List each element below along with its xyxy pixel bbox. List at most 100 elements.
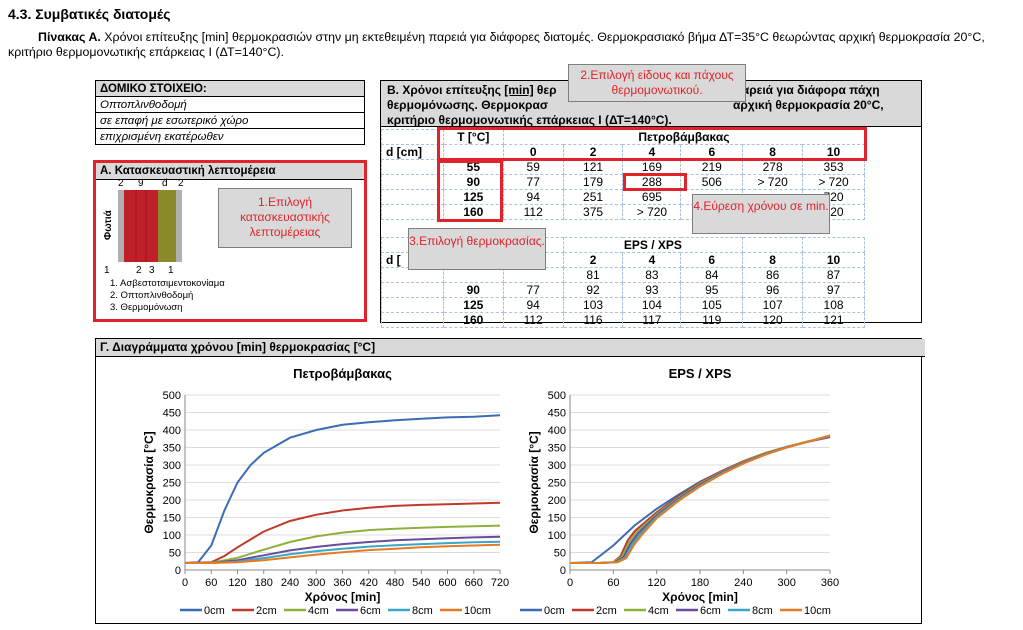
eps-time-cell: 105 — [680, 297, 744, 313]
series-line-2cm — [184, 501, 501, 564]
eps-time-cell: 77 — [502, 282, 564, 298]
eps-time-cell: 121 — [802, 312, 865, 328]
eps-row: 160 112 116 117 119 120 121 — [381, 312, 865, 328]
eps-time-cell: 95 — [680, 282, 744, 298]
y-tick-label: 150 — [548, 513, 566, 525]
x-tick-label: 180 — [255, 577, 273, 589]
x-axis-label: Χρόνος [min] — [662, 590, 738, 604]
eps-time-cell: 87 — [802, 267, 865, 283]
eps-time-cell: 107 — [742, 297, 804, 313]
x-tick-label: 360 — [333, 577, 351, 589]
y-tick-label: 150 — [163, 513, 181, 525]
y-tick-label: 400 — [548, 425, 566, 437]
y-tick-label: 350 — [548, 443, 566, 455]
mineral-time-cell: 506 — [680, 174, 744, 190]
y-tick-label: 200 — [548, 495, 566, 507]
callout-step-4: 4.Εύρεση χρόνου σε min. — [692, 194, 830, 234]
series-line-8cm — [570, 434, 831, 564]
eps-time-cell: 103 — [562, 297, 624, 313]
x-tick-label: 120 — [647, 577, 665, 589]
eps-time-cell: 108 — [802, 297, 865, 313]
mineral-wool-table: T [°C] Πετροβάμβακας d [cm] 0 2 4 6 8 10 … — [381, 129, 866, 220]
eps-row: 125 94 103 104 105 107 108 — [381, 297, 865, 313]
series-line-6cm — [185, 535, 501, 564]
y-axis-label: Θερμοκρασία [°C] — [142, 431, 156, 533]
x-tick-label: 300 — [307, 577, 325, 589]
mineral-time-cell: 219 — [680, 159, 744, 175]
highlight-detail — [93, 160, 367, 322]
series-line-4cm — [184, 524, 501, 564]
highlight-insulation — [437, 127, 867, 161]
layer-number-2: 2 — [136, 265, 142, 276]
diagrams-panel: Γ. Διαγράμματα χρόνου [min] θερμοκρασίας… — [95, 338, 925, 624]
legend-label: 0cm — [204, 605, 225, 617]
x-tick-label: 240 — [281, 577, 299, 589]
y-tick-label: 300 — [548, 460, 566, 472]
eps-xps-chart: EPS / XPS 0 50 100 150 200 250 300 350 400 450 500 0… — [520, 366, 839, 617]
legend-item-1: 1. Ασβεστοτσιμεντοκονίαμα — [110, 278, 225, 289]
dim-label-4: 2 — [178, 178, 184, 189]
y-tick-label: 50 — [169, 548, 181, 560]
x-tick-label: 0 — [182, 577, 188, 589]
x-tick-label: 300 — [777, 577, 795, 589]
table-description: Πίνακας Α. Χρόνοι επίτευξης [min] θερμοκ… — [8, 30, 1018, 60]
mineral-wool-chart: Πετροβάμβακας 0 50 100 150 200 250 300 350 400 450… — [142, 366, 509, 617]
highlight-temperature — [437, 160, 503, 222]
y-tick-label: 450 — [163, 408, 181, 420]
eps-time-cell: 117 — [622, 312, 682, 328]
y-tick-label: 400 — [163, 425, 181, 437]
mineral-time-cell: 695 — [622, 189, 682, 205]
callout-step-1: 1.Επιλογή κατασκευαστικής λεπτομέρειας — [218, 188, 352, 248]
x-tick-label: 600 — [438, 577, 456, 589]
eps-time-cell: 119 — [680, 312, 744, 328]
layer-number-3: 3 — [149, 265, 155, 276]
dim-label-2: 9 — [138, 178, 144, 189]
mineral-time-cell: 112 — [502, 204, 564, 220]
dim-label-1: 2 — [118, 178, 124, 189]
eps-thickness-4: 4 — [622, 252, 682, 268]
eps-time-cell: 81 — [562, 267, 624, 283]
eps-time-cell: 93 — [622, 282, 682, 298]
legend-item-2: 2. Οπτοπλινθοδομή — [110, 290, 193, 301]
eps-time-cell: 86 — [742, 267, 804, 283]
legend-label: 8cm — [752, 605, 773, 617]
legend-label: 10cm — [804, 605, 831, 617]
eps-time-cell: 97 — [802, 282, 865, 298]
mineral-time-cell: 179 — [562, 174, 624, 190]
description-text: Χρόνοι επίτευξης [min] θερμοκρασιών στην… — [8, 30, 985, 59]
fire-side-label: Φωτιά — [103, 209, 114, 240]
mineral-row: 90 77 179 288 506 > 720 > 720 — [381, 174, 865, 190]
x-tick-label: 60 — [205, 577, 217, 589]
y-tick-label: 0 — [175, 565, 181, 577]
eps-xps-title: EPS / XPS — [562, 237, 744, 253]
eps-row: 90 77 92 93 95 96 97 — [381, 282, 865, 298]
mineral-time-cell: 251 — [562, 189, 624, 205]
x-tick-label: 0 — [567, 577, 573, 589]
element-title: ΔΟΜΙΚΟ ΣΤΟΙΧΕΙΟ: — [95, 80, 365, 97]
chart-title: Πετροβάμβακας — [293, 366, 392, 381]
eps-thickness-2: 2 — [562, 252, 624, 268]
eps-thickness-8: 8 — [742, 252, 804, 268]
eps-temperature-cell: 90 — [442, 282, 504, 298]
table-panel-title: Β. Χρόνοι επίτευξης [min] θερ παρειά για… — [381, 81, 921, 127]
legend-label: 8cm — [412, 605, 433, 617]
section-title: 4.3. Συμβατικές διατομές — [8, 6, 171, 22]
times-table-panel: Β. Χρόνοι επίτευξης [min] θερ παρειά για… — [380, 80, 922, 328]
eps-time-cell: 96 — [742, 282, 804, 298]
mineral-time-cell: 59 — [502, 159, 564, 175]
layer-number-4: 1 — [168, 265, 174, 276]
eps-thickness-6: 6 — [680, 252, 744, 268]
x-tick-label: 480 — [386, 577, 404, 589]
chart-title: EPS / XPS — [669, 366, 732, 381]
eps-time-cell: 92 — [562, 282, 624, 298]
highlight-result — [623, 173, 687, 191]
x-tick-label: 60 — [607, 577, 619, 589]
callout-step-2: 2.Επιλογή είδους και πάχους θερμομονωτικ… — [568, 64, 746, 102]
element-line-3: επιχρισμένη εκατέρωθεν — [95, 128, 365, 145]
eps-time-cell: 94 — [502, 297, 564, 313]
d-header: d [cm] — [381, 144, 444, 160]
eps-time-cell: 83 — [622, 267, 682, 283]
table-label: Πίνακας Α. — [38, 30, 101, 44]
dim-label-3: d — [162, 178, 168, 189]
mineral-temperature-cell: 125 — [442, 189, 504, 205]
